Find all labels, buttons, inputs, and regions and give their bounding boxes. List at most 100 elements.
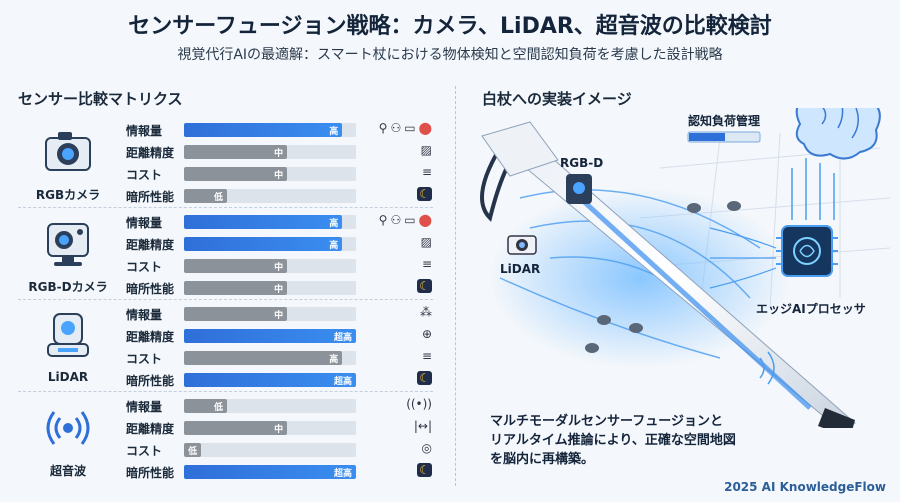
metric-bar-track: 中 — [184, 259, 356, 273]
metric-label: コスト — [126, 260, 163, 274]
metric-icons: ☾ — [362, 279, 432, 297]
metric-label: 距離精度 — [126, 330, 175, 344]
page-title: センサーフュージョン戦略：カメラ、LiDAR、超音波の比較検討 — [128, 14, 772, 39]
caption-line: リアルタイム推論により、正確な空間地図 — [490, 433, 736, 448]
cane-handle — [481, 121, 559, 177]
sensor-device: RGBカメラ — [18, 118, 118, 208]
coins-icon: ≡ — [421, 165, 432, 179]
metric-icons: ☾ — [362, 371, 432, 389]
ultrasonic-pucks — [585, 201, 741, 353]
metric-bar-fill: 中 — [184, 421, 288, 435]
metric-icons: ▨ — [362, 143, 432, 161]
wrist-strap — [480, 146, 514, 222]
metric-bar-track: 高 — [184, 123, 356, 137]
metric-icons: ◎ — [362, 441, 432, 459]
metric-bar-track: 中 — [184, 281, 356, 295]
metric-icons: ≡ — [362, 257, 432, 275]
metric-row: 暗所性能 低 ☾ — [126, 186, 432, 206]
signal-arcs — [499, 189, 761, 359]
cane-caption: マルチモーダルセンサーフュージョンと リアルタイム推論により、正確な空間地図 を… — [490, 412, 770, 469]
metric-label: 情報量 — [126, 308, 163, 322]
metric-level: 中 — [274, 285, 284, 295]
moon-icon: ☾ — [417, 187, 432, 201]
metric-bar-fill: 高 — [184, 351, 343, 365]
people-icon: ⚇ — [390, 213, 402, 227]
sensor-name: RGBカメラ — [35, 188, 101, 202]
metric-icons: |↔| — [362, 419, 432, 437]
metric-icons: ⚲ ⚇ ▭ ⬤ — [362, 213, 432, 231]
metric-label: 情報量 — [126, 124, 163, 138]
metric-bar-fill: 中 — [184, 307, 288, 321]
metric-row: コスト 中 ≡ — [126, 164, 432, 184]
sensor-group: RGB-Dカメラ 情報量高 ⚲ ⚇ ▭ ⬤ 距離精度高 ▨ コスト中 ≡ 暗所性能中 ☾ — [18, 210, 433, 300]
metric-icons: ☾ — [362, 187, 432, 205]
rgbd-label: RGB-D — [560, 156, 604, 170]
metric-bar-fill: 高 — [184, 237, 343, 251]
moon-icon: ☾ — [417, 279, 432, 293]
metric-icons: ⚲ ⚇ ▭ ⬤ — [362, 121, 432, 139]
upward-arrows — [791, 158, 835, 220]
metric-bar-fill: 超高 — [184, 465, 356, 479]
metric-bar-fill: 高 — [184, 215, 343, 229]
metric-row: 距離精度 高 ▨ — [126, 234, 432, 254]
brain-icon — [795, 108, 881, 160]
sensor-device: LiDAR — [18, 302, 118, 392]
metric-bar-fill: 超高 — [184, 373, 356, 387]
coins-icon: ≡ — [421, 349, 432, 363]
cane-implementation-heading: 白杖への実装イメージ — [482, 90, 632, 108]
metric-level: 中 — [274, 425, 284, 435]
metric-row: 距離精度 超高 ⊕ — [126, 326, 432, 346]
metric-row: 暗所性能 中 ☾ — [126, 278, 432, 298]
caption-line: を脳内に再構築。 — [490, 452, 595, 467]
metric-bar-fill: 高 — [184, 123, 343, 137]
sensor-device: 超音波 — [18, 394, 118, 484]
edge-ai-chip — [776, 225, 838, 277]
metric-label: 情報量 — [126, 216, 163, 230]
cognitive-load-label: 認知負荷管理 — [688, 114, 761, 128]
metric-level: 超高 — [333, 469, 352, 479]
crosshair-icon: ⊕ — [421, 327, 432, 341]
edge-ai-label: エッジAIプロセッサ — [756, 302, 866, 316]
metric-label: 暗所性能 — [126, 190, 175, 204]
cognitive-load-meter — [687, 131, 761, 143]
metric-bar-track: 低 — [184, 443, 356, 457]
metric-label: 暗所性能 — [126, 282, 175, 296]
metric-row: コスト 高 ≡ — [126, 348, 432, 368]
metric-icons: ((•)) — [362, 397, 432, 415]
metric-bar-track: 超高 — [184, 465, 356, 479]
metric-bar-fill: 低 — [184, 189, 227, 203]
metric-level: 中 — [274, 263, 284, 273]
metric-label: コスト — [126, 444, 163, 458]
metric-row: 情報量 高 ⚲ ⚇ ▭ ⬤ — [126, 212, 432, 232]
sensor-name: LiDAR — [47, 370, 89, 384]
moon-icon: ☾ — [417, 371, 432, 385]
metric-bar-fill: 低 — [184, 443, 202, 457]
metric-bar-track: 中 — [184, 145, 356, 159]
metric-bar-track: 低 — [184, 399, 356, 413]
metric-icons: ⁂ — [362, 305, 432, 323]
metric-level: 高 — [329, 127, 339, 137]
sensor-matrix-heading: センサー比較マトリクス — [18, 90, 183, 108]
metric-level: 超高 — [333, 377, 352, 387]
metric-label: 情報量 — [126, 400, 163, 414]
metric-level: 高 — [329, 219, 339, 229]
footer-credit: 2025 AI KnowledgeFlow — [724, 480, 886, 494]
metric-bar-fill: 中 — [184, 281, 288, 295]
bag-icon: ▭ — [404, 213, 416, 227]
data-flow-lines — [709, 227, 777, 289]
metric-bar-track: 中 — [184, 167, 356, 181]
metric-bar-track: 低 — [184, 189, 356, 203]
color-dots-icon: ⬤ — [418, 121, 432, 135]
sensor-group: LiDAR 情報量中 ⁂ 距離精度 超高 ⊕ コスト高 ≡ 暗所性能 超高 ☾ — [18, 302, 433, 392]
metric-label: 暗所性能 — [126, 466, 175, 480]
metric-level: 低 — [213, 193, 223, 203]
metric-label: 距離精度 — [126, 146, 175, 160]
sensor-name: RGB-Dカメラ — [28, 280, 108, 294]
metric-row: 暗所性能 超高 ☾ — [126, 462, 432, 482]
image-icon: ▨ — [420, 143, 432, 157]
sensor-group: 超音波 情報量低 ((•)) 距離精度中 |↔| コスト低 ◎ 暗所性能 超高 ☾ — [18, 394, 433, 484]
color-dots-icon: ⬤ — [418, 213, 432, 227]
metric-bar-track: 高 — [184, 237, 356, 251]
metric-bar-track: 中 — [184, 307, 356, 321]
sensor-group: RGBカメラ 情報量高 ⚲ ⚇ ▭ ⬤ 距離精度中 ▨ コスト中 ≡ 暗所性能低 ☾ — [18, 118, 433, 208]
